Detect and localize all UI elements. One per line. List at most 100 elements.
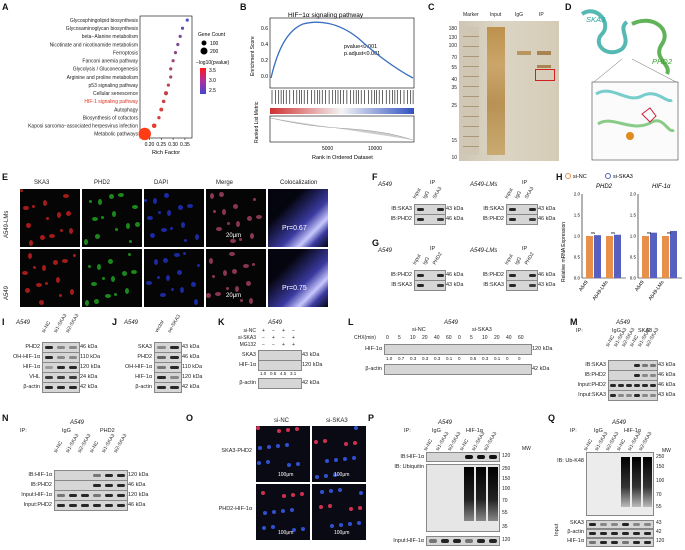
cell-signal bbox=[97, 264, 101, 270]
ip-label: IP: bbox=[570, 428, 577, 434]
legend-p-label: 3.0 bbox=[209, 78, 216, 84]
y-tick-label: 1.5 bbox=[574, 213, 581, 218]
panel-label-l: L bbox=[348, 317, 354, 327]
ubiquitin-smear bbox=[488, 467, 498, 521]
if-tile: 20μm bbox=[206, 189, 266, 247]
cell-signal bbox=[181, 222, 185, 228]
x-tick-label: 0.30 bbox=[168, 142, 178, 148]
cell-line-label: A549 bbox=[438, 420, 453, 426]
ip-label: IP bbox=[430, 180, 436, 186]
cell-signal bbox=[22, 271, 28, 275]
protein-band bbox=[642, 383, 648, 388]
mw-marker-label: 55 bbox=[656, 504, 662, 510]
legend-count-label: 200 bbox=[210, 49, 219, 55]
blot-strip bbox=[54, 500, 128, 511]
ip-label: IP: bbox=[20, 428, 27, 434]
protein-band bbox=[633, 532, 640, 535]
cell-signal bbox=[40, 235, 45, 240]
cell-signal bbox=[60, 229, 63, 232]
cell-line-label: A549-LMs bbox=[470, 248, 498, 254]
cell-signal bbox=[147, 216, 153, 220]
protein-band bbox=[92, 483, 102, 488]
quant-value: 0.3 bbox=[434, 356, 441, 361]
kda-label: 43 kDa bbox=[446, 281, 464, 288]
if-column-colocalization: Colocalization bbox=[280, 180, 318, 186]
ip-group: IgG bbox=[594, 428, 603, 434]
pathway-dot bbox=[173, 51, 178, 55]
protein-band bbox=[169, 365, 180, 370]
pla-signal bbox=[333, 473, 337, 477]
kda-label: 120 kDa bbox=[182, 373, 203, 380]
protein-band bbox=[618, 393, 624, 398]
pla-signal bbox=[257, 461, 261, 465]
kda-label: 46 kDa bbox=[128, 481, 146, 488]
cell-signal bbox=[235, 286, 239, 292]
protein-band bbox=[508, 217, 516, 222]
lane-label: IgG bbox=[513, 190, 524, 200]
kda-label: 110 kDa bbox=[80, 353, 101, 360]
blot-row-label: HIF-1α bbox=[567, 538, 584, 544]
pla-signal bbox=[315, 475, 319, 479]
coip-right: A549-LMs IP Input IgG PHD2 IB:PHD2 46 kDa IB:SK… bbox=[470, 246, 560, 306]
protein-band bbox=[633, 541, 640, 544]
cell-signal bbox=[240, 299, 243, 302]
pla-signal bbox=[263, 511, 267, 515]
quant-value: 0 bbox=[458, 356, 461, 361]
cell-signal bbox=[39, 300, 44, 305]
lane-label: PHD2 bbox=[431, 251, 444, 266]
cell-signal bbox=[250, 233, 254, 239]
cell-signal bbox=[170, 227, 173, 230]
condition-sign: − bbox=[262, 342, 265, 348]
protein-band bbox=[56, 493, 66, 498]
protein-band bbox=[68, 385, 78, 390]
protein-band bbox=[436, 207, 444, 212]
lane-label: Input bbox=[411, 253, 423, 266]
cell-signal bbox=[98, 199, 102, 205]
protein-band bbox=[44, 385, 54, 390]
cell-signal bbox=[154, 259, 158, 265]
cell-signal bbox=[157, 276, 160, 279]
quant-value: 0.3 bbox=[422, 356, 429, 361]
cell-signal bbox=[59, 294, 62, 297]
ip-group: PHD2 bbox=[100, 428, 115, 434]
kda-label: 46 kDa bbox=[446, 271, 464, 278]
blot-row-label: PHD2 bbox=[137, 353, 152, 360]
pvalue-colorbar bbox=[200, 68, 206, 94]
pla-signal bbox=[325, 459, 329, 463]
protein-band bbox=[622, 541, 629, 544]
pla-signal bbox=[258, 446, 262, 450]
protein-band bbox=[465, 455, 473, 459]
mw-marker-label: 35 bbox=[502, 524, 508, 530]
cell-signal bbox=[63, 194, 69, 198]
if-tile: 20μm bbox=[206, 249, 266, 307]
condition-sign: − bbox=[272, 342, 275, 348]
pathway-label: Glycosphingolipid biosynthesis bbox=[70, 18, 139, 24]
blot-strip bbox=[384, 344, 532, 355]
if-tile bbox=[144, 189, 204, 247]
condition-label: si-NC bbox=[243, 328, 257, 334]
pathway-dot bbox=[169, 67, 173, 71]
mw-marker-label: 250 bbox=[502, 466, 511, 472]
cell-signal bbox=[94, 299, 99, 304]
panel-n: A549 IP: IgG PHD2 si-NC si1-SKA3 si2-SKA3 si-NC… bbox=[10, 418, 184, 548]
pathway-label: Cellular senescence bbox=[93, 91, 138, 97]
cell-signal bbox=[219, 192, 224, 197]
cell-signal bbox=[160, 293, 166, 297]
blot-row-label: IB:HIF-1α bbox=[28, 471, 52, 478]
kda-label: 46 kDa bbox=[182, 353, 200, 360]
protein-band bbox=[104, 483, 114, 488]
gsea-pvalue: pvalue<0.001 bbox=[344, 44, 377, 50]
panel-label-h: H bbox=[556, 172, 563, 182]
cell-signal bbox=[178, 205, 183, 210]
protein-band bbox=[610, 393, 616, 398]
cell-signal bbox=[177, 270, 182, 275]
cell-signal bbox=[194, 299, 198, 305]
pla-signal bbox=[330, 524, 334, 528]
panel-label-c: C bbox=[428, 2, 435, 12]
cell-signal bbox=[191, 282, 196, 287]
blot-row-label: HIF-1α bbox=[365, 345, 382, 352]
ip-label: IP bbox=[522, 180, 528, 186]
protein-band bbox=[634, 363, 640, 368]
pathway-dot bbox=[157, 115, 161, 120]
cell-signal bbox=[111, 276, 115, 282]
